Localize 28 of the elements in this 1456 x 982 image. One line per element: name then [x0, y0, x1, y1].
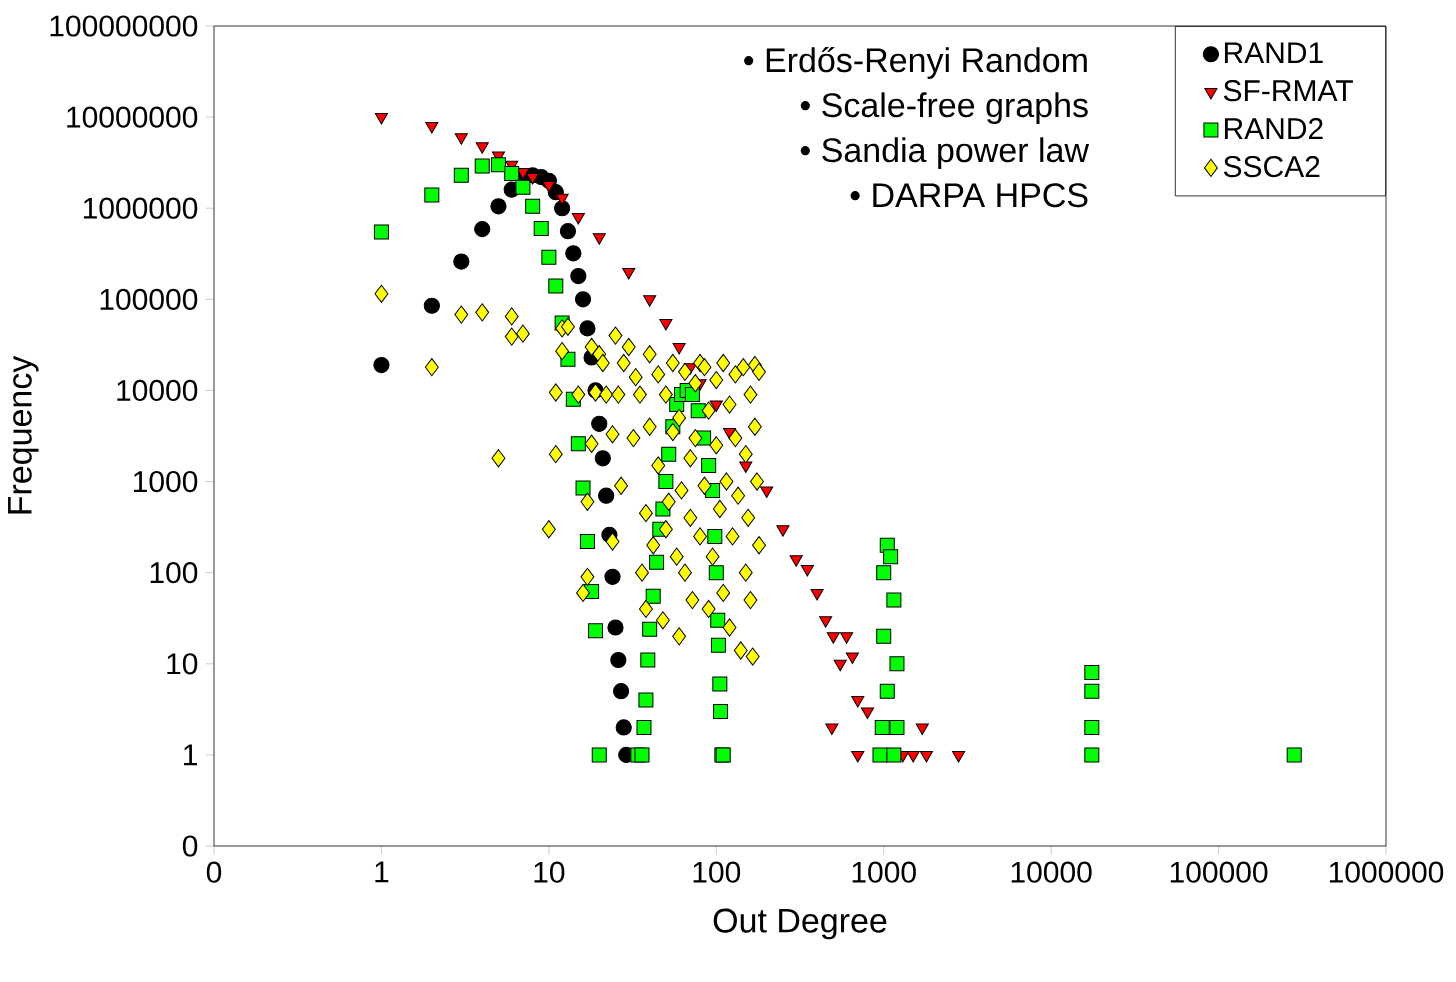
y-axis-title: Frequency	[8, 355, 39, 514]
x-tick-label: 100	[693, 861, 741, 883]
y-tick-label: 1000000	[83, 197, 198, 219]
x-tick-label: 10	[534, 861, 565, 883]
x-tick-label: 0	[206, 861, 222, 883]
y-tick-label: 100000000	[50, 15, 198, 37]
x-tick-label: 100000	[1170, 861, 1268, 883]
x-tick-label: 1000000	[1329, 861, 1444, 883]
legend-label: SF-RMAT	[1223, 80, 1353, 102]
legend-label: SSCA2	[1223, 155, 1320, 178]
x-axis-title: Out Degree	[713, 908, 887, 940]
annotation: • Sandia power law	[800, 137, 1090, 169]
y-tick-label: 1000	[133, 470, 198, 493]
y-tick-label: 0	[182, 835, 198, 857]
annotation: • Scale-free graphs	[800, 92, 1088, 124]
annotation: • Erdős-Renyi Random	[744, 46, 1087, 79]
y-tick-label: 100000	[100, 288, 198, 310]
x-tick-label: 1000	[852, 861, 916, 883]
legend-label: RAND2	[1224, 117, 1323, 139]
y-tick-label: 10	[167, 653, 198, 675]
y-tick-label: 10000	[117, 379, 198, 402]
x-tick-label: 10000	[1011, 861, 1092, 883]
y-tick-label: 100	[150, 562, 198, 584]
y-tick-label: 10000000	[67, 106, 198, 128]
x-tick-label: 1	[375, 861, 389, 883]
annotation: • DARPA HPCS	[850, 183, 1088, 208]
legend-label: RAND1	[1224, 42, 1323, 64]
y-tick-label: 1	[184, 744, 197, 766]
